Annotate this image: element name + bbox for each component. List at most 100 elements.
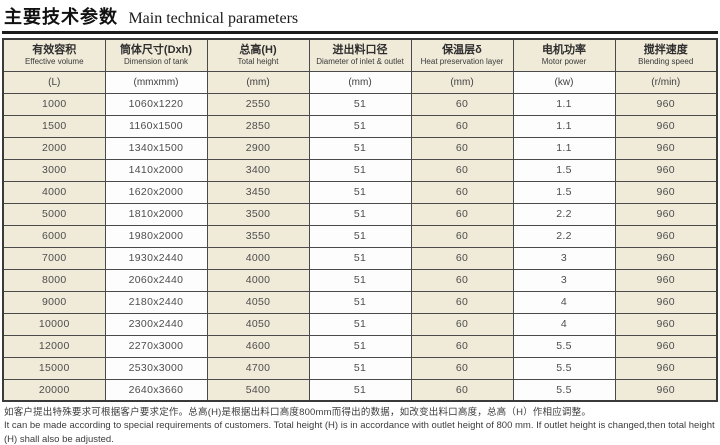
table-cell: 60 xyxy=(410,378,514,402)
table-cell: 12000 xyxy=(2,334,106,358)
column-header-en: Effective volume xyxy=(24,57,84,67)
header-names-row: 有效容积 Effective volume 筒体尺寸(Dxh) Dimension o… xyxy=(2,38,718,72)
column-unit: (mm) xyxy=(206,70,310,94)
table-cell: 51 xyxy=(308,92,412,116)
table-cell: 960 xyxy=(614,202,718,226)
table-cell: 51 xyxy=(308,136,412,160)
column-header-zh: 搅拌速度 xyxy=(643,43,688,56)
table-row: 5000 1810x2000 3500 51 60 2.2 960 xyxy=(2,202,718,226)
table-cell: 20000 xyxy=(2,378,106,402)
column-header-en: Blending speed xyxy=(638,57,694,67)
table-cell: 51 xyxy=(308,224,412,248)
table-cell: 51 xyxy=(308,246,412,270)
column-header-zh: 保温层δ xyxy=(442,43,482,56)
table-cell: 2180x2440 xyxy=(104,290,208,314)
column-header-en: Dimension of tank xyxy=(123,57,189,67)
table-header: 有效容积 Effective volume 筒体尺寸(Dxh) Dimension o… xyxy=(2,38,718,94)
column-header: 总高(H) Total height xyxy=(206,38,310,72)
table-cell: 4050 xyxy=(206,290,310,314)
table-cell: 51 xyxy=(308,334,412,358)
footnote-en: It can be made according to special requ… xyxy=(4,420,715,445)
table-cell: 3 xyxy=(512,246,616,270)
column-header: 搅拌速度 Blending speed xyxy=(614,38,718,72)
column-header: 保温层δ Heat preservation layer xyxy=(410,38,514,72)
table-cell: 2300x2440 xyxy=(104,312,208,336)
column-header-en: Motor power xyxy=(541,57,587,67)
table-cell: 51 xyxy=(308,180,412,204)
table-cell: 5.5 xyxy=(512,378,616,402)
column-header-en: Total height xyxy=(237,57,279,67)
column-unit: (L) xyxy=(2,70,106,94)
table-row: 15000 2530x3000 4700 51 60 5.5 960 xyxy=(2,356,718,380)
table-cell: 5400 xyxy=(206,378,310,402)
table-cell: 2270x3000 xyxy=(104,334,208,358)
table-cell: 1500 xyxy=(2,114,106,138)
table-cell: 4 xyxy=(512,312,616,336)
table-cell: 960 xyxy=(614,246,718,270)
table-cell: 2550 xyxy=(206,92,310,116)
footnote-zh: 如客户提出特殊要求可根据客户要求定作。总高(H)是根据出料口高度800mm而得出… xyxy=(4,407,592,418)
table-cell: 51 xyxy=(308,268,412,292)
table-cell: 60 xyxy=(410,224,514,248)
column-header-zh: 有效容积 xyxy=(32,43,77,56)
table-row: 3000 1410x2000 3400 51 60 1.5 960 xyxy=(2,158,718,182)
table-cell: 4600 xyxy=(206,334,310,358)
table-cell: 60 xyxy=(410,334,514,358)
column-header-en: Diameter of inlet & outlet xyxy=(316,57,404,67)
page-title-zh: 主要技术参数 xyxy=(4,7,118,27)
table-cell: 2530x3000 xyxy=(104,356,208,380)
table-cell: 60 xyxy=(410,202,514,226)
table-cell: 60 xyxy=(410,312,514,336)
table-cell: 960 xyxy=(614,290,718,314)
table-cell: 60 xyxy=(410,114,514,138)
table-cell: 6000 xyxy=(2,224,106,248)
table-row: 4000 1620x2000 3450 51 60 1.5 960 xyxy=(2,180,718,204)
table-cell: 2.2 xyxy=(512,224,616,248)
column-header-zh: 筒体尺寸(Dxh) xyxy=(119,43,193,56)
table-cell: 1.1 xyxy=(512,136,616,160)
table-row: 9000 2180x2440 4050 51 60 4 960 xyxy=(2,290,718,314)
table-row: 7000 1930x2440 4000 51 60 3 960 xyxy=(2,246,718,270)
column-header-zh: 总高(H) xyxy=(239,43,277,56)
table-cell: 3550 xyxy=(206,224,310,248)
table-cell: 1980x2000 xyxy=(104,224,208,248)
column-unit: (kw) xyxy=(512,70,616,94)
table-cell: 51 xyxy=(308,356,412,380)
table-cell: 2060x2440 xyxy=(104,268,208,292)
table-cell: 5.5 xyxy=(512,334,616,358)
table-cell: 960 xyxy=(614,136,718,160)
table-cell: 1410x2000 xyxy=(104,158,208,182)
table-cell: 51 xyxy=(308,158,412,182)
table-cell: 2640x3660 xyxy=(104,378,208,402)
table-cell: 1000 xyxy=(2,92,106,116)
table-cell: 1810x2000 xyxy=(104,202,208,226)
table-cell: 3450 xyxy=(206,180,310,204)
table-cell: 960 xyxy=(614,180,718,204)
table-cell: 60 xyxy=(410,180,514,204)
table-cell: 51 xyxy=(308,290,412,314)
table-cell: 2850 xyxy=(206,114,310,138)
table-cell: 51 xyxy=(308,202,412,226)
table-row: 6000 1980x2000 3550 51 60 2.2 960 xyxy=(2,224,718,248)
table-cell: 51 xyxy=(308,114,412,138)
table-cell: 960 xyxy=(614,158,718,182)
column-unit: (mm) xyxy=(308,70,412,94)
footnotes: 如客户提出特殊要求可根据客户要求定作。总高(H)是根据出料口高度800mm而得出… xyxy=(2,402,718,445)
table-cell: 51 xyxy=(308,312,412,336)
table-cell: 3000 xyxy=(2,158,106,182)
table-body: 1000 1060x1220 2550 51 60 1.1 960 1500 1160x1500… xyxy=(2,92,718,402)
table-cell: 1160x1500 xyxy=(104,114,208,138)
table-cell: 960 xyxy=(614,334,718,358)
column-unit: (r/min) xyxy=(614,70,718,94)
table-cell: 60 xyxy=(410,158,514,182)
column-header: 进出料口径 Diameter of inlet & outlet xyxy=(308,38,412,72)
column-unit: (mmxmm) xyxy=(104,70,208,94)
table-row: 2000 1340x1500 2900 51 60 1.1 960 xyxy=(2,136,718,160)
table-cell: 7000 xyxy=(2,246,106,270)
table-cell: 1930x2440 xyxy=(104,246,208,270)
table-cell: 5.5 xyxy=(512,356,616,380)
table-cell: 1.1 xyxy=(512,92,616,116)
table-cell: 10000 xyxy=(2,312,106,336)
table-cell: 60 xyxy=(410,268,514,292)
